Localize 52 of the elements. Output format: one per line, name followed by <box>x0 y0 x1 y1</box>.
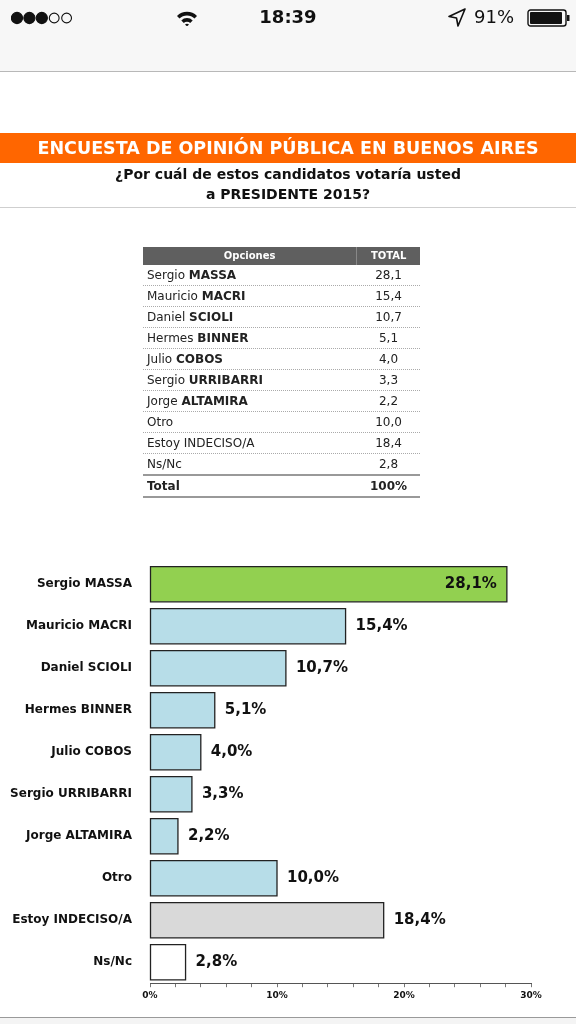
text: Opciones <box>222 249 277 263</box>
text: 18:39 <box>259 6 317 27</box>
text: 18,4 <box>374 435 403 452</box>
data-label: 5,1% <box>224 700 267 719</box>
text: Estoy INDECISO/A <box>147 436 255 450</box>
data-label: 10,7% <box>295 658 348 677</box>
text: 10,0 <box>374 414 403 431</box>
text: Sergio URRIBARRI <box>147 373 263 387</box>
text: 4,0 <box>377 351 400 368</box>
text: 91% <box>474 6 515 27</box>
x-tick-label: 20% <box>393 989 415 1000</box>
y-tick-label: Estoy INDECISO/A <box>12 912 133 927</box>
y-tick-label: Daniel SCIOLI <box>40 660 132 675</box>
text: Daniel SCIOLI <box>147 310 234 324</box>
y-tick-label: Jorge ALTAMIRA <box>25 828 133 843</box>
x-tick-label: 10% <box>266 989 288 1000</box>
y-tick-label: Sergio URRIBARRI <box>10 786 132 801</box>
y-tick-label: Hermes BINNER <box>24 702 132 717</box>
y-tick-label: Otro <box>101 870 132 885</box>
y-tick-label: Ns/Nc <box>93 954 132 969</box>
text: 2,2 <box>377 393 400 410</box>
x-tick-label: 30% <box>520 989 542 1000</box>
text: ENCUESTA DE OPINIÓN PÚBLICA EN BUENOS AIRES <box>0 133 576 163</box>
text: 3,3 <box>377 372 400 389</box>
text: Ns/Nc <box>147 457 182 471</box>
text: TOTAL <box>356 247 420 265</box>
data-label: 2,2% <box>187 826 230 845</box>
text: 5,1 <box>377 330 400 347</box>
y-tick-label: Julio COBOS <box>50 744 132 759</box>
text: Mauricio MACRI <box>147 289 246 303</box>
x-tick-label: 0% <box>142 989 158 1000</box>
text: 15,4 <box>374 288 403 305</box>
data-label: 28,1% <box>444 574 497 593</box>
data-label: 3,3% <box>201 784 244 803</box>
text: 10,7 <box>374 309 403 326</box>
text: 2,8 <box>377 456 400 473</box>
text: 100% <box>368 478 409 495</box>
text: Julio COBOS <box>147 352 223 366</box>
data-label: 15,4% <box>355 616 408 635</box>
data-label: 2,8% <box>195 952 238 971</box>
text: Jorge ALTAMIRA <box>147 394 248 408</box>
text: Otro <box>147 415 174 429</box>
data-label: 18,4% <box>393 910 446 929</box>
text: Hermes BINNER <box>147 331 249 345</box>
text: 28,1 <box>374 267 403 284</box>
text: ¿Por cuál de estos candidatos votaría usted a PRESIDENTE 2015? <box>114 165 462 204</box>
y-tick-label: Mauricio MACRI <box>25 618 132 633</box>
data-label: 10,0% <box>287 868 340 887</box>
y-tick-label: Sergio MASSA <box>36 576 133 591</box>
data-label: 4,0% <box>210 742 253 761</box>
text: Total <box>146 478 181 495</box>
text: Sergio MASSA <box>147 268 237 282</box>
